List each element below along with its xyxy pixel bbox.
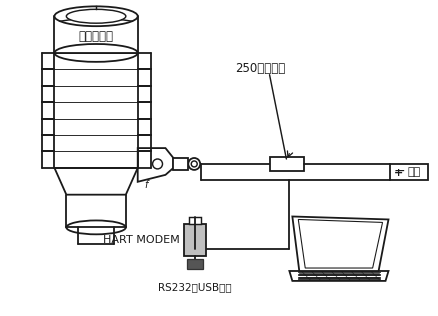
Ellipse shape — [54, 44, 138, 62]
Bar — [173, 158, 188, 170]
Polygon shape — [54, 168, 138, 195]
Text: 250欧姆电阻: 250欧姆电阻 — [235, 62, 285, 75]
Text: HART MODEM: HART MODEM — [102, 235, 179, 245]
Polygon shape — [292, 216, 389, 271]
Polygon shape — [290, 271, 389, 281]
Bar — [184, 224, 206, 256]
Bar — [187, 259, 203, 269]
Text: −: − — [393, 164, 405, 178]
Bar — [391, 164, 428, 180]
Bar — [189, 217, 201, 224]
Text: 电源: 电源 — [408, 167, 421, 177]
Bar — [269, 157, 304, 171]
Text: RS232或USB接口: RS232或USB接口 — [159, 282, 232, 292]
Text: 雷达液位计: 雷达液位计 — [78, 30, 113, 43]
Polygon shape — [138, 148, 173, 182]
Text: f: f — [144, 180, 147, 190]
Text: +: + — [393, 168, 403, 178]
Ellipse shape — [66, 221, 126, 234]
